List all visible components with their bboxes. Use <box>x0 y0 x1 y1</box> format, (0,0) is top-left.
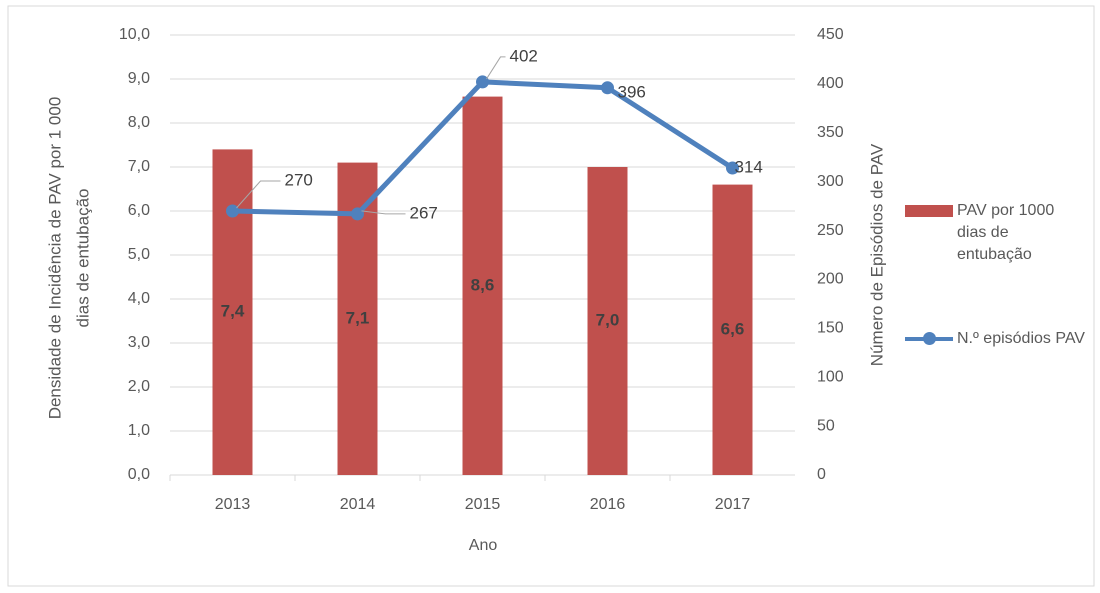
data-label: 6,6 <box>721 319 745 338</box>
y2-tick-label: 200 <box>817 271 844 288</box>
bar <box>712 184 753 475</box>
bar <box>462 96 503 475</box>
data-label: 7,4 <box>221 302 245 321</box>
y-tick-label: 9,0 <box>128 70 150 87</box>
y2-tick-label: 450 <box>817 26 844 43</box>
y2-tick-label: 100 <box>817 368 844 385</box>
x-tick-label: 2016 <box>590 496 626 513</box>
x-tick-label: 2014 <box>340 496 376 513</box>
point <box>726 161 739 175</box>
legend-marker <box>923 332 936 345</box>
data-label: 402 <box>510 46 538 65</box>
data-label: 7,0 <box>596 310 620 329</box>
point <box>476 75 489 89</box>
leader-line <box>236 180 281 209</box>
legend-label: PAV por 1000 dias de entubação <box>957 202 1055 263</box>
y2-tick-label: 0 <box>817 466 826 483</box>
y2-tick-label: 50 <box>817 417 835 434</box>
y-tick-label: 1,0 <box>128 422 150 439</box>
x-axis-title: Ano <box>469 537 498 554</box>
point <box>226 204 239 218</box>
y-axis-title: dias de entubação <box>73 189 92 328</box>
y-tick-label: 7,0 <box>128 158 150 175</box>
point <box>601 81 614 95</box>
y-tick-label: 5,0 <box>128 246 150 263</box>
y-tick-label: 0,0 <box>128 466 150 483</box>
data-label: 8,6 <box>471 275 495 294</box>
y2-tick-label: 250 <box>817 222 844 239</box>
leader-line <box>486 56 506 80</box>
point <box>351 207 364 221</box>
y-tick-label: 10,0 <box>119 26 150 43</box>
y-tick-label: 6,0 <box>128 202 150 219</box>
legend-label: N.º episódios PAV <box>957 330 1085 347</box>
y-axis-title: Densidade de Incidência de PAV por 1 000 <box>45 97 64 420</box>
y-tick-label: 4,0 <box>128 290 150 307</box>
x-tick-label: 2017 <box>715 496 751 513</box>
x-tick-label: 2013 <box>215 496 251 513</box>
y-tick-label: 8,0 <box>128 114 150 131</box>
data-label: 270 <box>285 170 313 189</box>
y2-tick-label: 300 <box>817 173 844 190</box>
y2-axis-title: Número de Episódios de PAV <box>867 143 886 366</box>
x-tick-label: 2015 <box>465 496 501 513</box>
y-tick-label: 3,0 <box>128 334 150 351</box>
data-label: 7,1 <box>346 308 370 327</box>
data-label: 396 <box>618 82 646 101</box>
data-label: 267 <box>410 203 438 222</box>
data-label: 314 <box>735 157 763 176</box>
bar <box>212 149 253 475</box>
frame <box>7 5 1095 587</box>
leader-line <box>361 210 406 215</box>
bar <box>587 167 628 475</box>
y2-tick-label: 150 <box>817 320 844 337</box>
y2-tick-label: 400 <box>817 75 844 92</box>
y2-tick-label: 350 <box>817 124 844 141</box>
legend-swatch <box>905 205 953 217</box>
y-tick-label: 2,0 <box>128 378 150 395</box>
